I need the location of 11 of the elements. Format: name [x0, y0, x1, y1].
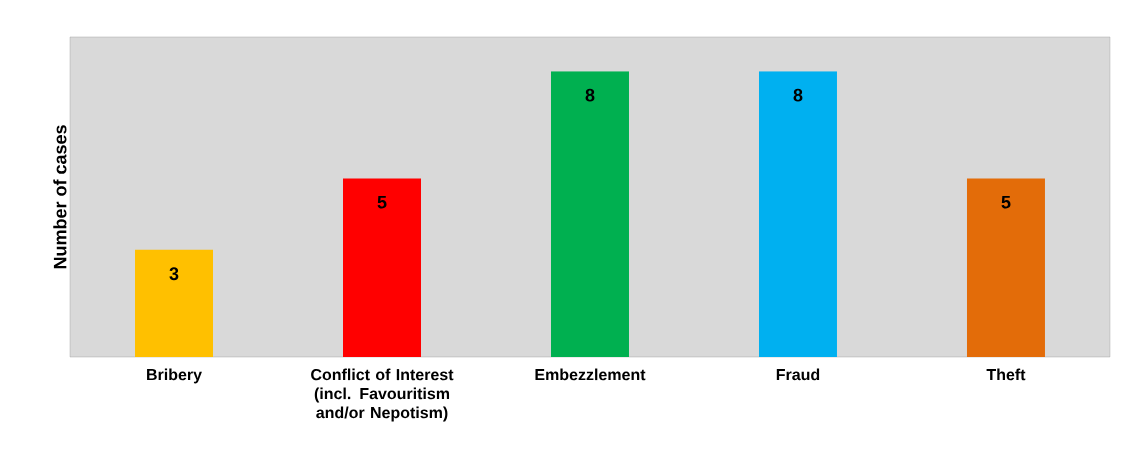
- data-label: 3: [169, 267, 179, 281]
- data-label: 8: [585, 88, 595, 102]
- y-axis-title: Number of cases: [53, 125, 67, 269]
- x-tick-label: Theft: [986, 368, 1026, 381]
- x-tick-label: Fraud: [776, 368, 820, 381]
- x-tick-label: Conflict of Interest (incl. Favouritism and/or Nepotism): [311, 368, 454, 422]
- data-label: 8: [793, 88, 803, 102]
- data-label: 5: [1001, 195, 1011, 209]
- data-label: 5: [377, 195, 387, 209]
- x-tick-label: Embezzlement: [535, 368, 646, 381]
- x-tick-label: Bribery: [147, 368, 202, 384]
